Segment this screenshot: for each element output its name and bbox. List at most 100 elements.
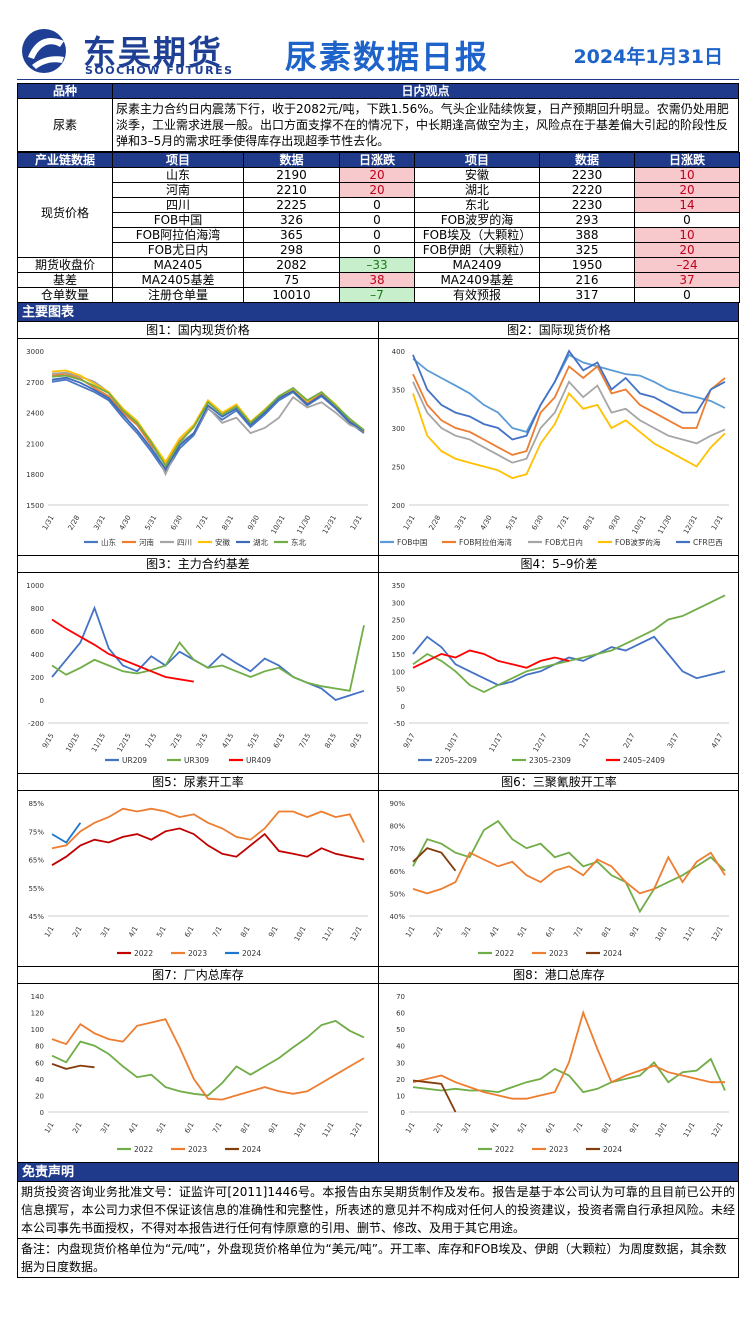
chart-panel: 图2：国际现货价格 400 350 300 250 200 1/31 2/28 3/31 4/30…	[379, 322, 739, 556]
y-tick-label: 70	[396, 993, 405, 1001]
x-tick-label: 12/1	[349, 925, 364, 943]
report-header: 东吴期货 SOOCHOW FUTURES 尿素数据日报 2024年1月31日	[17, 22, 739, 80]
y-tick-label: 200	[392, 634, 405, 642]
chart-row: 图1：国内现货价格 3000 2700 2400 2100 1800 1500 1/31 2/2…	[18, 322, 739, 556]
series-line	[412, 380, 726, 464]
table-header-cell: 项目	[414, 152, 540, 168]
x-tick-label: 10/31	[631, 514, 648, 535]
item-value: 293	[539, 212, 635, 228]
series-line	[412, 1079, 457, 1113]
item-value: 317	[539, 287, 635, 303]
x-tick-label: 7/1	[572, 1121, 585, 1135]
chart-panel: 图6：三聚氰胺开工率 90% 80% 70% 60% 50% 40% 1/1 2/1 3/1 4/1…	[379, 774, 739, 967]
x-tick-label: 12/31	[321, 514, 338, 535]
x-tick-label: 10/31	[270, 514, 287, 535]
item-change: –7	[339, 287, 415, 303]
y-tick-label: 200	[392, 502, 405, 510]
x-tick-label: 12/1	[710, 925, 725, 943]
item-name: 河南	[112, 182, 244, 198]
series-line	[51, 822, 82, 844]
y-tick-label: 300	[392, 599, 405, 607]
chart-title: 图8：港口总库存	[379, 967, 739, 984]
series-line	[412, 649, 570, 669]
item-value: 298	[243, 242, 340, 258]
series-line	[412, 847, 457, 872]
view-text: 尿素主力合约日内震荡下行，收于2082元/吨，下跌1.56%。气头企业陆续恢复，…	[112, 98, 739, 152]
x-tick-label: 1/31	[402, 514, 417, 532]
legend-label: FOB中国	[397, 537, 427, 547]
x-tick-label: 11/30	[295, 514, 312, 535]
legend-label: 2024	[603, 1145, 622, 1154]
table-row: 仓单数量 注册仓单量 10010 –7 有效预报 317 0	[17, 287, 740, 303]
table-header-cell: 产业链数据	[17, 152, 113, 168]
x-tick-label: 10/1	[654, 1121, 669, 1139]
legend-label: 河南	[139, 537, 154, 547]
x-tick-label: 3/1	[460, 925, 473, 939]
x-tick-label: 8/15	[323, 732, 338, 750]
x-tick-label: 11/1	[682, 1121, 697, 1139]
x-tick-label: 5/1	[155, 1121, 168, 1135]
legend-label: 2023	[549, 1145, 568, 1154]
x-tick-label: 10/15	[64, 732, 81, 753]
logo-english-name: SOOCHOW FUTURES	[85, 64, 234, 77]
series-line	[51, 807, 365, 850]
x-tick-label: 5/1	[155, 925, 168, 939]
x-tick-label: 3/17	[666, 732, 681, 750]
table-header-cell: 数据	[243, 152, 340, 168]
y-tick-label: 600	[31, 628, 44, 636]
series-line	[412, 594, 726, 694]
y-tick-label: 80	[35, 1043, 44, 1051]
x-tick-label: 12/17	[532, 732, 549, 753]
x-tick-label: 8/1	[600, 925, 613, 939]
series-line	[412, 851, 726, 895]
y-tick-label: 90%	[389, 800, 405, 808]
y-tick-label: 80%	[389, 823, 405, 831]
item-value: 2230	[539, 167, 635, 183]
chart-title: 图4：5–9价差	[379, 556, 739, 573]
y-tick-label: 1800	[26, 471, 44, 479]
y-tick-label: 2700	[26, 379, 44, 387]
x-tick-label: 6/1	[544, 1121, 557, 1135]
x-tick-label: 1/15	[144, 732, 159, 750]
x-tick-label: 11/1	[321, 925, 336, 943]
x-tick-label: 5/31	[144, 514, 159, 532]
x-tick-label: 8/31	[582, 514, 597, 532]
item-name: FOB尤日内	[112, 242, 244, 258]
item-value: 365	[243, 227, 340, 243]
item-change: 10	[634, 167, 740, 183]
legend-label: CFR巴西	[693, 538, 723, 547]
series-line	[51, 605, 365, 702]
chart-title: 图5：尿素开工率	[18, 774, 378, 791]
x-tick-label: 11/1	[682, 925, 697, 943]
chart-row: 图5：尿素开工率 85% 75% 65% 55% 45% 1/1 2/1 3/1 4/1 5/1 6/…	[18, 774, 739, 967]
chart-svg: 350 300 250 200 150 100 50 0 -50 9/17 10/17 11/17 12…	[392, 582, 729, 765]
row-label: 基差	[17, 272, 113, 288]
item-name: 四川	[112, 197, 244, 213]
legend-label: 安徽	[215, 537, 230, 547]
item-name: MA2405基差	[112, 272, 244, 288]
x-tick-label: 1/1	[43, 1121, 56, 1135]
legend-label: 2305–2309	[529, 756, 571, 765]
y-tick-label: 1500	[26, 502, 44, 510]
x-tick-label: 5/31	[505, 514, 520, 532]
item-change: 20	[339, 182, 415, 198]
series-line	[412, 819, 726, 914]
y-tick-label: 10	[396, 1092, 405, 1100]
chart-title: 图1：国内现货价格	[18, 322, 378, 339]
table-row: 四川 2225 0 东北 2230 14	[18, 197, 740, 213]
x-tick-label: 4/1	[488, 1121, 501, 1135]
x-tick-label: 2/17	[622, 732, 637, 750]
x-tick-label: 2/1	[432, 1121, 445, 1135]
y-tick-label: 20	[396, 1076, 405, 1084]
y-tick-label: 40	[35, 1076, 44, 1084]
row-label: 仓单数量	[17, 287, 113, 303]
x-tick-label: 7/31	[195, 514, 210, 532]
x-tick-label: 2/15	[169, 732, 184, 750]
y-tick-label: 300	[392, 425, 405, 433]
y-tick-label: 85%	[28, 800, 44, 808]
data-table: 产业链数据 项目 数据 日涨跌 项目 数据 日涨跌 现货价格 山东 2190 20 安徽 2230 10…	[17, 152, 740, 303]
x-tick-label: 7/15	[298, 732, 313, 750]
y-tick-label: 60	[35, 1059, 44, 1067]
x-tick-label: 2/1	[432, 925, 445, 939]
item-name: 东北	[414, 197, 540, 213]
